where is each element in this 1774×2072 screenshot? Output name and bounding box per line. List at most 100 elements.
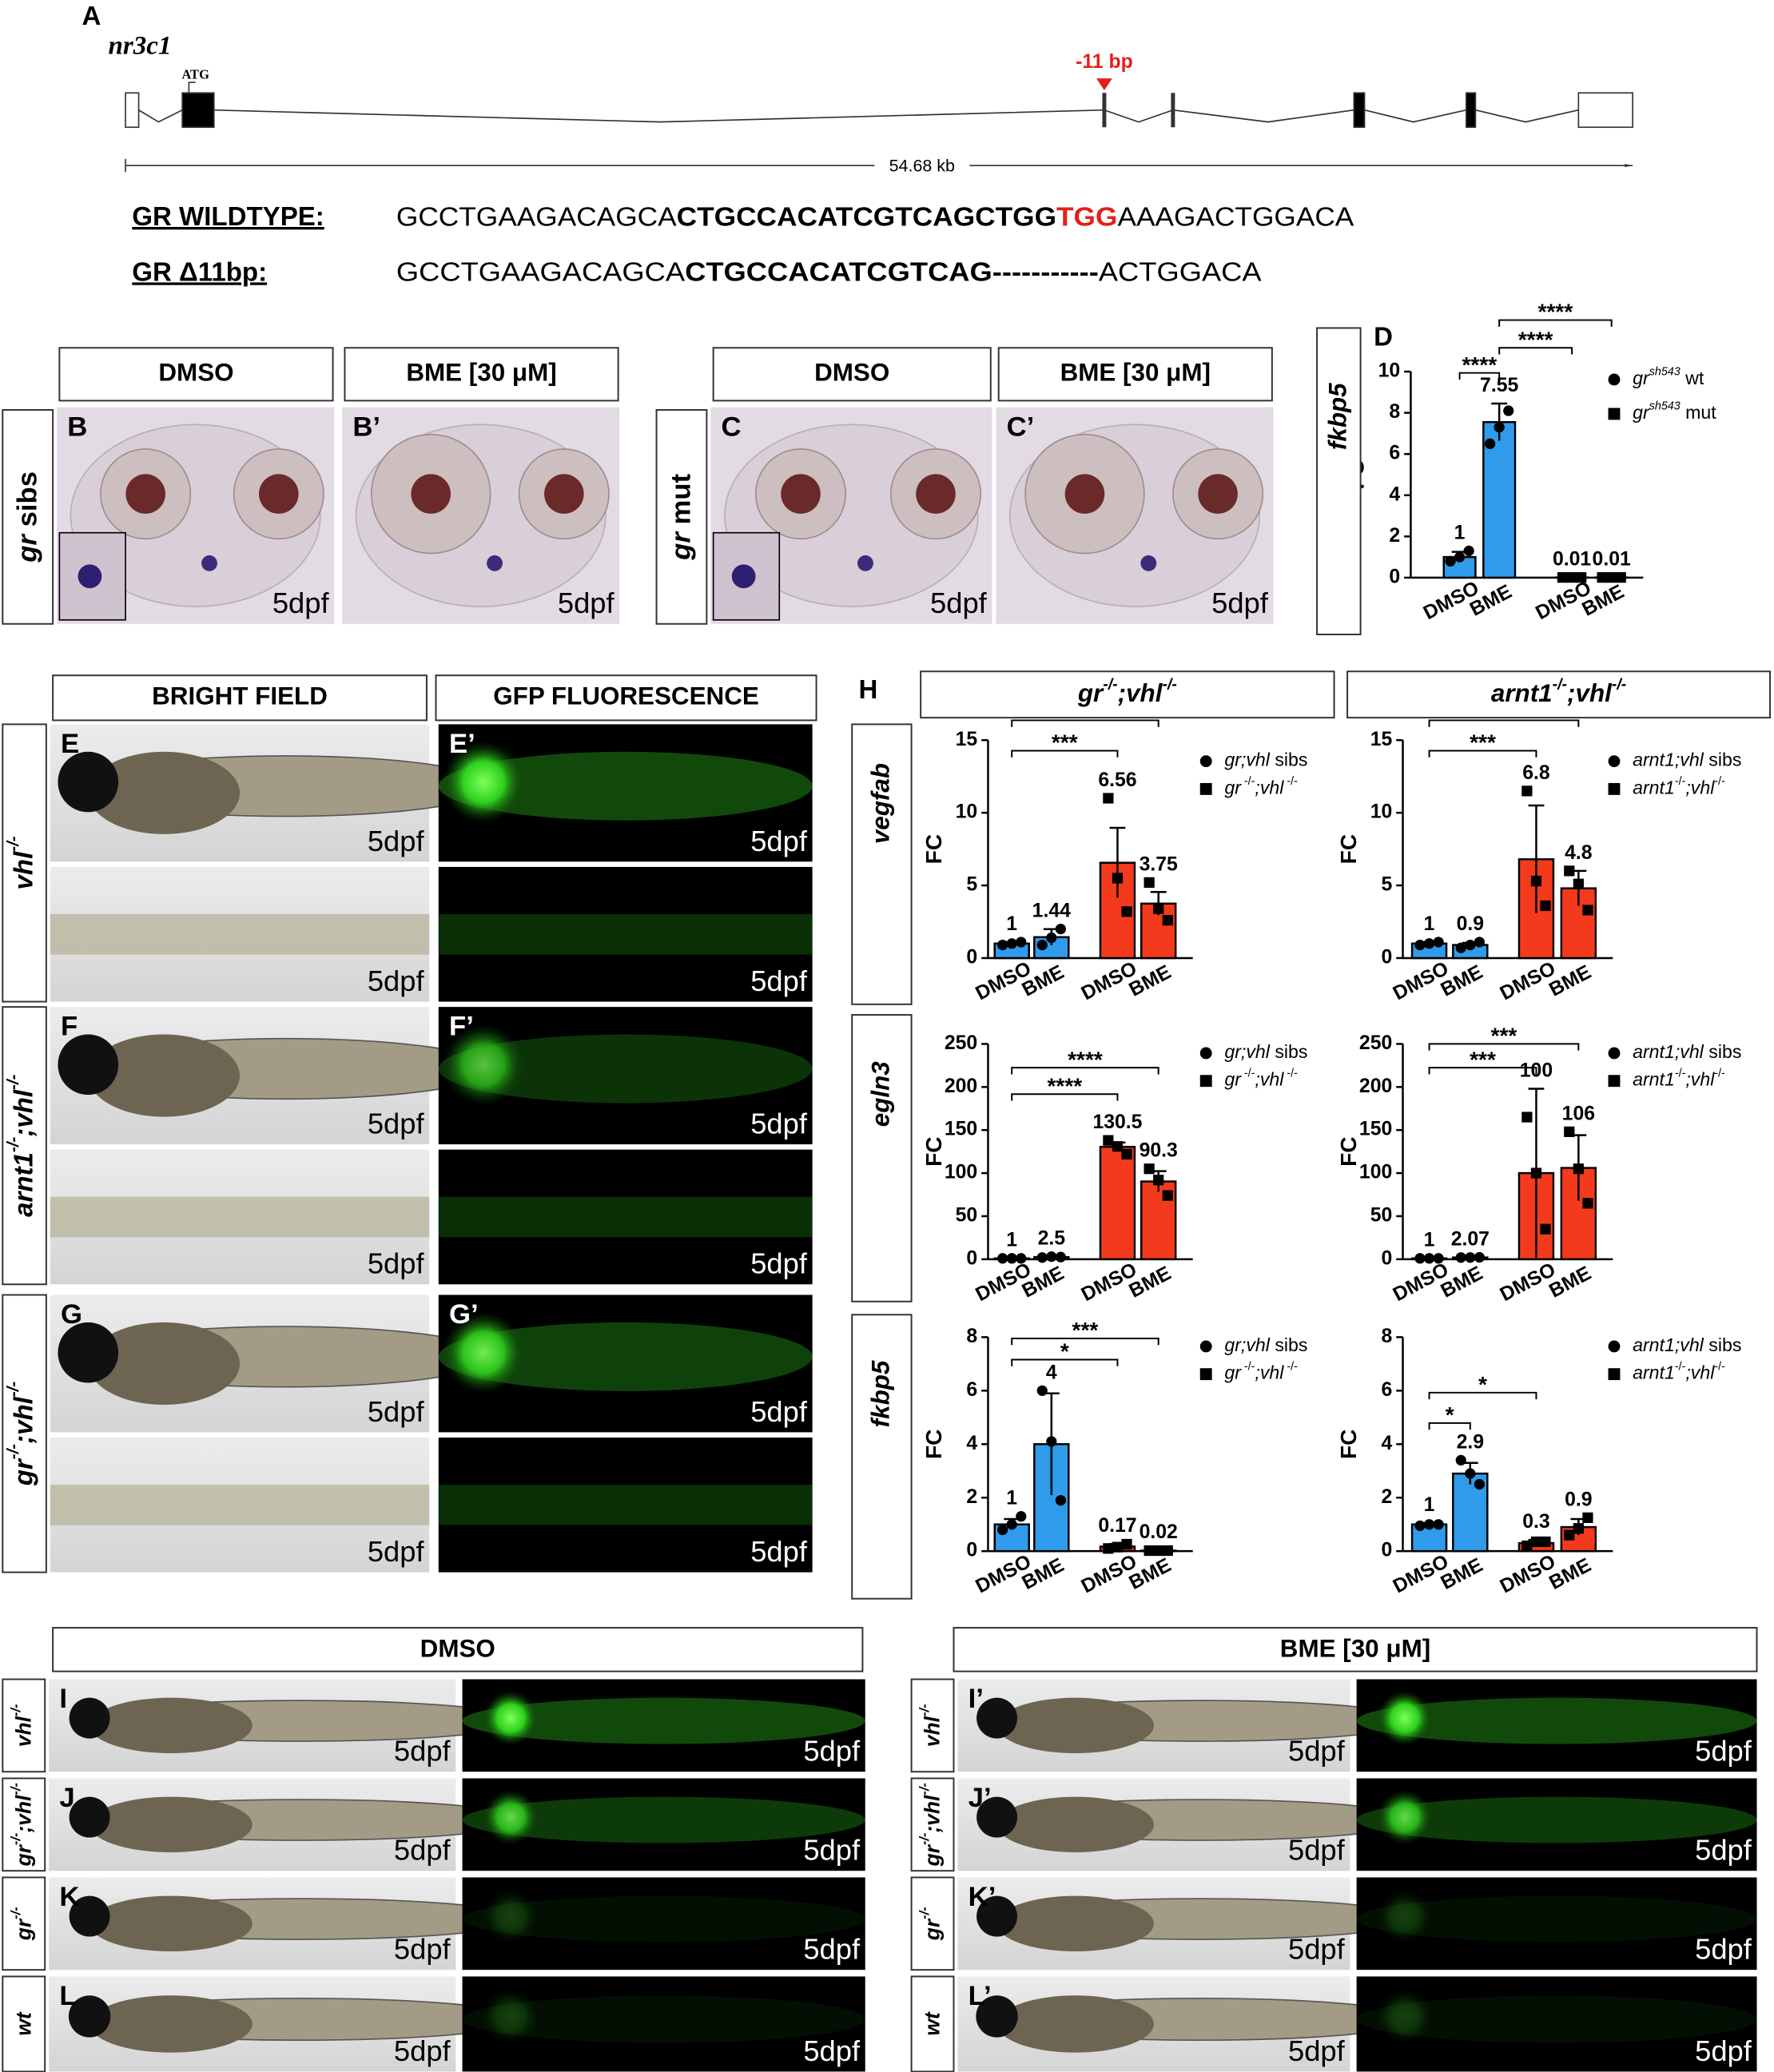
legend-marker	[1199, 755, 1212, 768]
significance-bracket	[1428, 1067, 1537, 1075]
significance-label: ***	[1052, 730, 1078, 755]
data-point	[1564, 865, 1575, 877]
photo	[462, 1679, 865, 1772]
photo	[57, 407, 335, 624]
caption: 5dpf	[1288, 1933, 1346, 1966]
data-point	[1414, 1520, 1426, 1531]
text-part: -/-	[1103, 676, 1117, 694]
significance-bracket	[1011, 1338, 1159, 1346]
data-point	[1455, 942, 1466, 953]
photo	[1356, 1679, 1757, 1772]
fish-glow	[462, 1895, 865, 1943]
eye-glow	[1377, 1888, 1433, 1944]
text-part: arnt1;vhl	[1633, 1041, 1704, 1062]
fish-belly	[89, 1796, 253, 1853]
panel-letter: I’	[969, 1684, 984, 1714]
text-part: -/-	[1714, 775, 1725, 788]
legend-label: arnt1;vhl sibs	[1633, 1334, 1741, 1355]
value-label: 106	[1562, 1103, 1595, 1124]
caption: 5dpf	[803, 2034, 861, 2067]
pupil	[1198, 474, 1238, 514]
row-label: wt	[921, 2011, 945, 2036]
significance-bracket	[1428, 1043, 1580, 1051]
data-point	[1455, 1252, 1466, 1263]
value-label: 1	[1006, 1488, 1017, 1509]
legend-label: gr -/-;vhl -/-	[1224, 775, 1298, 798]
y-tick-label: 100	[1359, 1162, 1392, 1183]
chart: 0246810FC1DMSO7.55BME0.01DMSO0.01BME****…	[1344, 300, 1717, 624]
text-part: AAAGACTGGACA	[1117, 202, 1354, 232]
text-part: ;vhl	[921, 1795, 945, 1833]
fish-eye	[69, 1895, 110, 1937]
text-part: -/-	[5, 1074, 23, 1090]
text-part: -/-	[9, 1704, 23, 1716]
data-point	[1566, 572, 1577, 583]
legend-label: arnt1;vhl sibs	[1633, 1041, 1741, 1062]
data-point	[1423, 1519, 1435, 1530]
sequence-name: GR Δ11bp:	[132, 257, 267, 287]
chart: 051015FC1DMSO1.44BME6.56DMSO3.75BME*****…	[921, 700, 1308, 1005]
data-point	[1055, 1494, 1066, 1506]
fish-eye	[68, 1995, 111, 2038]
text-part: ;vhl	[1685, 777, 1715, 797]
data-point	[1112, 1141, 1124, 1152]
caption: 5dpf	[750, 825, 808, 857]
text-part: -/-	[1675, 775, 1686, 788]
text-part: gr;vhl	[1224, 1041, 1270, 1062]
photo	[1356, 1877, 1757, 1971]
value-label: 0.01	[1593, 548, 1631, 570]
photo	[957, 1679, 1418, 1772]
data-point	[1112, 873, 1124, 884]
y-tick-label: 250	[1359, 1032, 1392, 1054]
legend-marker	[1608, 373, 1621, 386]
stain	[731, 564, 756, 589]
text-part: sibs	[1270, 1334, 1308, 1355]
y-tick-label: 5	[1381, 874, 1392, 896]
photo	[957, 1778, 1418, 1871]
photo	[50, 724, 495, 862]
label-box	[344, 347, 619, 402]
value-label: 0.01	[1553, 548, 1591, 570]
data-point	[1433, 1519, 1444, 1530]
y-tick-label: 0	[1389, 566, 1400, 587]
panel-letter: B	[67, 412, 87, 442]
panel-letter: J	[59, 1783, 74, 1813]
caption: 5dpf	[394, 1735, 451, 1768]
text-part: wt	[921, 2011, 945, 2036]
column-header: BME [30 μM]	[1060, 359, 1211, 387]
panel-letter: L’	[969, 1981, 992, 2011]
text-part: wt	[11, 2011, 35, 2036]
caption: 5dpf	[1211, 587, 1269, 619]
column-header: DMSO	[158, 359, 233, 387]
pupil	[125, 474, 165, 514]
row-label: gr sibs	[13, 471, 43, 563]
tail	[438, 913, 813, 955]
label-box	[1346, 670, 1772, 719]
caption: 5dpf	[394, 1933, 451, 1966]
y-tick-label: 10	[1370, 801, 1393, 823]
panel-letter: C	[722, 412, 742, 442]
text-part: gr	[11, 1918, 35, 1941]
value-label: 90.3	[1140, 1140, 1178, 1162]
data-point	[1521, 1112, 1533, 1123]
photo	[1356, 1976, 1757, 2072]
photo	[50, 1295, 495, 1433]
data-point	[1414, 939, 1426, 951]
significance-label: *	[1446, 1402, 1454, 1427]
label-box	[2, 1777, 46, 1872]
text-part: ;vhl	[9, 1089, 38, 1137]
data-point	[1564, 1126, 1575, 1137]
y-tick-label: 4	[1389, 483, 1400, 505]
data-point	[1144, 877, 1155, 889]
panel-letter: F’	[449, 1012, 474, 1042]
photo	[50, 866, 430, 1002]
text-part: -/-	[1241, 775, 1255, 788]
data-point	[1463, 545, 1474, 556]
significance-bracket	[1498, 319, 1613, 327]
text-part: ;vhl	[1118, 679, 1163, 707]
photo	[438, 1007, 813, 1145]
caption: 5dpf	[750, 1247, 808, 1280]
fish-glow	[438, 1034, 813, 1104]
